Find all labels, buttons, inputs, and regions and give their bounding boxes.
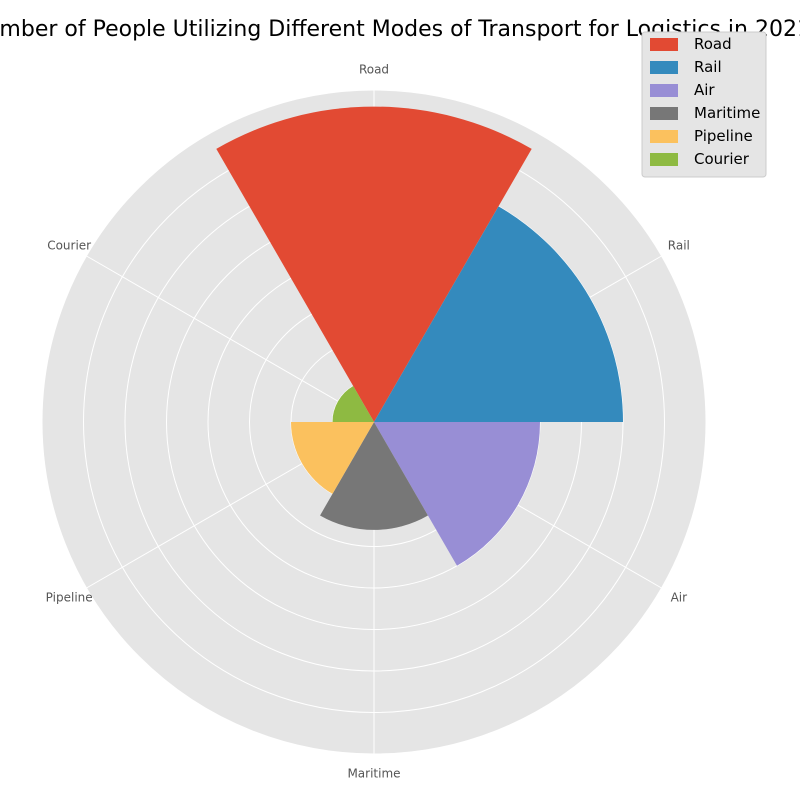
legend: Road Rail Air Maritime Pipeline Courier <box>641 31 767 178</box>
legend-item-courier: Courier <box>650 150 750 168</box>
category-labels: Road Rail Air Maritime Pipeline Courier <box>46 63 690 781</box>
bar-rail <box>374 206 623 422</box>
legend-item-road: Road <box>650 35 732 53</box>
category-label-maritime: Maritime <box>347 767 400 781</box>
category-label-air: Air <box>671 591 688 605</box>
legend-swatch <box>650 84 678 97</box>
grid-spoke <box>86 255 375 423</box>
category-label-pipeline: Pipeline <box>46 591 93 605</box>
legend-swatch <box>650 38 678 51</box>
bar-maritime <box>320 422 428 530</box>
legend-label: Road <box>694 35 732 53</box>
category-label-rail: Rail <box>668 239 690 253</box>
bar-pipeline <box>291 422 374 494</box>
legend-item-pipeline: Pipeline <box>650 127 753 145</box>
bar-courier <box>332 386 374 422</box>
legend-item-air: Air <box>650 81 715 99</box>
legend-label: Air <box>694 81 715 99</box>
category-label-courier: Courier <box>47 239 91 253</box>
legend-swatch <box>650 107 678 120</box>
legend-swatch <box>650 153 678 166</box>
legend-item-maritime: Maritime <box>650 104 760 122</box>
bar-air <box>374 422 540 566</box>
legend-items: Road Rail Air Maritime Pipeline Courier <box>650 35 760 168</box>
legend-label: Maritime <box>694 104 760 122</box>
legend-swatch <box>650 61 678 74</box>
bars <box>216 106 623 566</box>
bar-road <box>216 106 532 422</box>
legend-label: Rail <box>694 58 722 76</box>
category-label-road: Road <box>359 63 389 77</box>
legend-label: Courier <box>694 150 750 168</box>
legend-swatch <box>650 130 678 143</box>
legend-label: Pipeline <box>694 127 753 145</box>
legend-item-rail: Rail <box>650 58 722 76</box>
